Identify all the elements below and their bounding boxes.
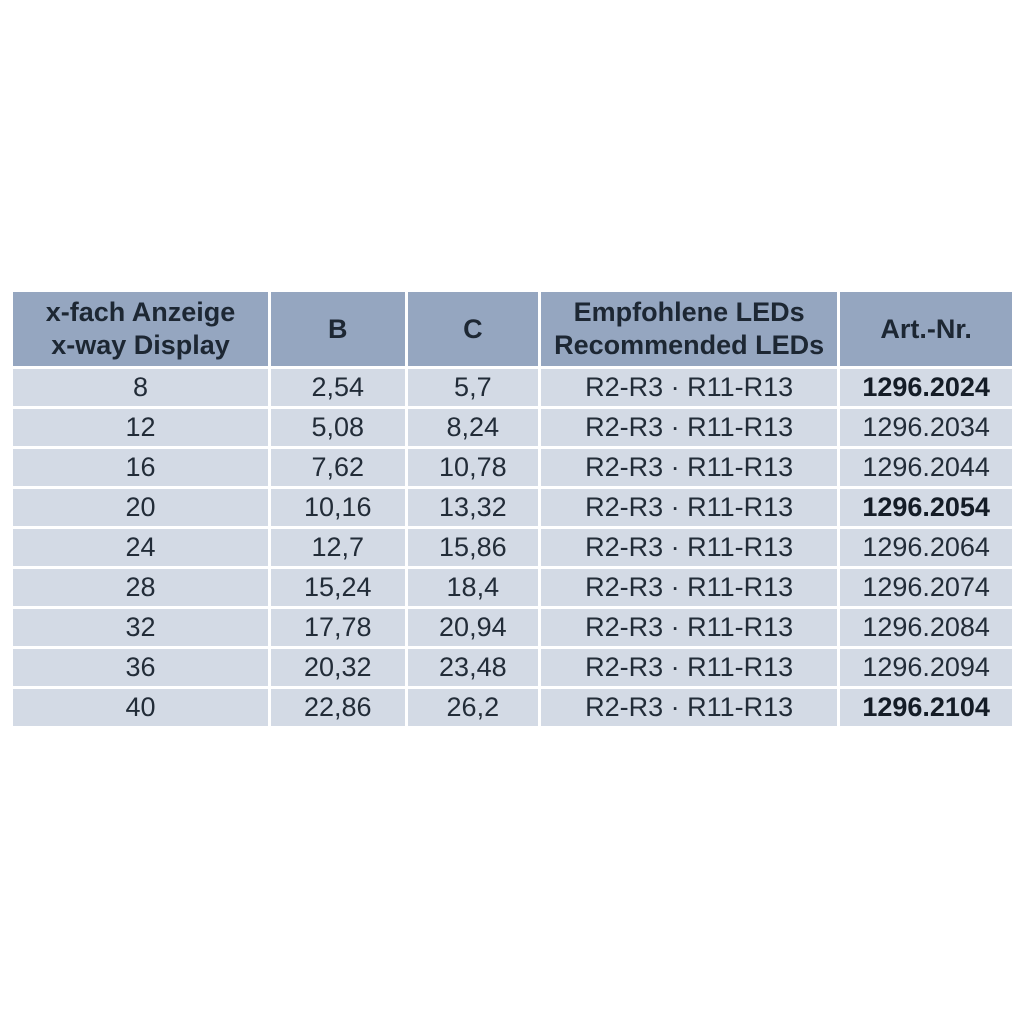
table-row: 24 12,7 15,86 R2-R3 · R11-R13 1296.2064 [13, 529, 1012, 566]
cell-leds: R2-R3 · R11-R13 [541, 569, 838, 606]
header-art-nr: Art.-Nr. [840, 292, 1012, 366]
table-row: 12 5,08 8,24 R2-R3 · R11-R13 1296.2034 [13, 409, 1012, 446]
cell-display: 36 [13, 649, 269, 686]
cell-leds: R2-R3 · R11-R13 [541, 369, 838, 406]
cell-b: 7,62 [271, 449, 405, 486]
led-spec-table: x-fach Anzeige x-way Display B C Empfohl… [10, 289, 1015, 729]
cell-c: 20,94 [407, 609, 539, 646]
header-leds: Empfohlene LEDs Recommended LEDs [541, 292, 838, 366]
cell-c: 8,24 [407, 409, 539, 446]
cell-c: 23,48 [407, 649, 539, 686]
header-display: x-fach Anzeige x-way Display [13, 292, 269, 366]
table-header-row: x-fach Anzeige x-way Display B C Empfohl… [13, 292, 1012, 366]
cell-art-nr: 1296.2044 [840, 449, 1012, 486]
cell-art-nr: 1296.2024 [840, 369, 1012, 406]
cell-c: 10,78 [407, 449, 539, 486]
cell-b: 17,78 [271, 609, 405, 646]
table-row: 36 20,32 23,48 R2-R3 · R11-R13 1296.2094 [13, 649, 1012, 686]
table-row: 40 22,86 26,2 R2-R3 · R11-R13 1296.2104 [13, 689, 1012, 726]
cell-leds: R2-R3 · R11-R13 [541, 489, 838, 526]
header-c: C [407, 292, 539, 366]
cell-b: 5,08 [271, 409, 405, 446]
cell-leds: R2-R3 · R11-R13 [541, 689, 838, 726]
table-row: 16 7,62 10,78 R2-R3 · R11-R13 1296.2044 [13, 449, 1012, 486]
cell-b: 22,86 [271, 689, 405, 726]
table-row: 20 10,16 13,32 R2-R3 · R11-R13 1296.2054 [13, 489, 1012, 526]
cell-art-nr: 1296.2054 [840, 489, 1012, 526]
cell-b: 10,16 [271, 489, 405, 526]
cell-c: 5,7 [407, 369, 539, 406]
cell-art-nr: 1296.2034 [840, 409, 1012, 446]
header-b: B [271, 292, 405, 366]
cell-display: 40 [13, 689, 269, 726]
cell-display: 16 [13, 449, 269, 486]
cell-c: 15,86 [407, 529, 539, 566]
cell-art-nr: 1296.2064 [840, 529, 1012, 566]
cell-art-nr: 1296.2074 [840, 569, 1012, 606]
table-row: 28 15,24 18,4 R2-R3 · R11-R13 1296.2074 [13, 569, 1012, 606]
cell-display: 20 [13, 489, 269, 526]
cell-b: 20,32 [271, 649, 405, 686]
cell-art-nr: 1296.2094 [840, 649, 1012, 686]
cell-c: 13,32 [407, 489, 539, 526]
cell-leds: R2-R3 · R11-R13 [541, 529, 838, 566]
cell-c: 18,4 [407, 569, 539, 606]
cell-leds: R2-R3 · R11-R13 [541, 609, 838, 646]
cell-art-nr: 1296.2104 [840, 689, 1012, 726]
table-row: 32 17,78 20,94 R2-R3 · R11-R13 1296.2084 [13, 609, 1012, 646]
cell-c: 26,2 [407, 689, 539, 726]
cell-display: 28 [13, 569, 269, 606]
cell-display: 24 [13, 529, 269, 566]
cell-art-nr: 1296.2084 [840, 609, 1012, 646]
cell-b: 12,7 [271, 529, 405, 566]
cell-display: 32 [13, 609, 269, 646]
cell-leds: R2-R3 · R11-R13 [541, 449, 838, 486]
cell-display: 12 [13, 409, 269, 446]
table-row: 8 2,54 5,7 R2-R3 · R11-R13 1296.2024 [13, 369, 1012, 406]
cell-display: 8 [13, 369, 269, 406]
cell-leds: R2-R3 · R11-R13 [541, 649, 838, 686]
cell-b: 2,54 [271, 369, 405, 406]
table-body: 8 2,54 5,7 R2-R3 · R11-R13 1296.2024 12 … [13, 369, 1012, 726]
spec-table-container: x-fach Anzeige x-way Display B C Empfohl… [10, 289, 1015, 729]
cell-leds: R2-R3 · R11-R13 [541, 409, 838, 446]
cell-b: 15,24 [271, 569, 405, 606]
